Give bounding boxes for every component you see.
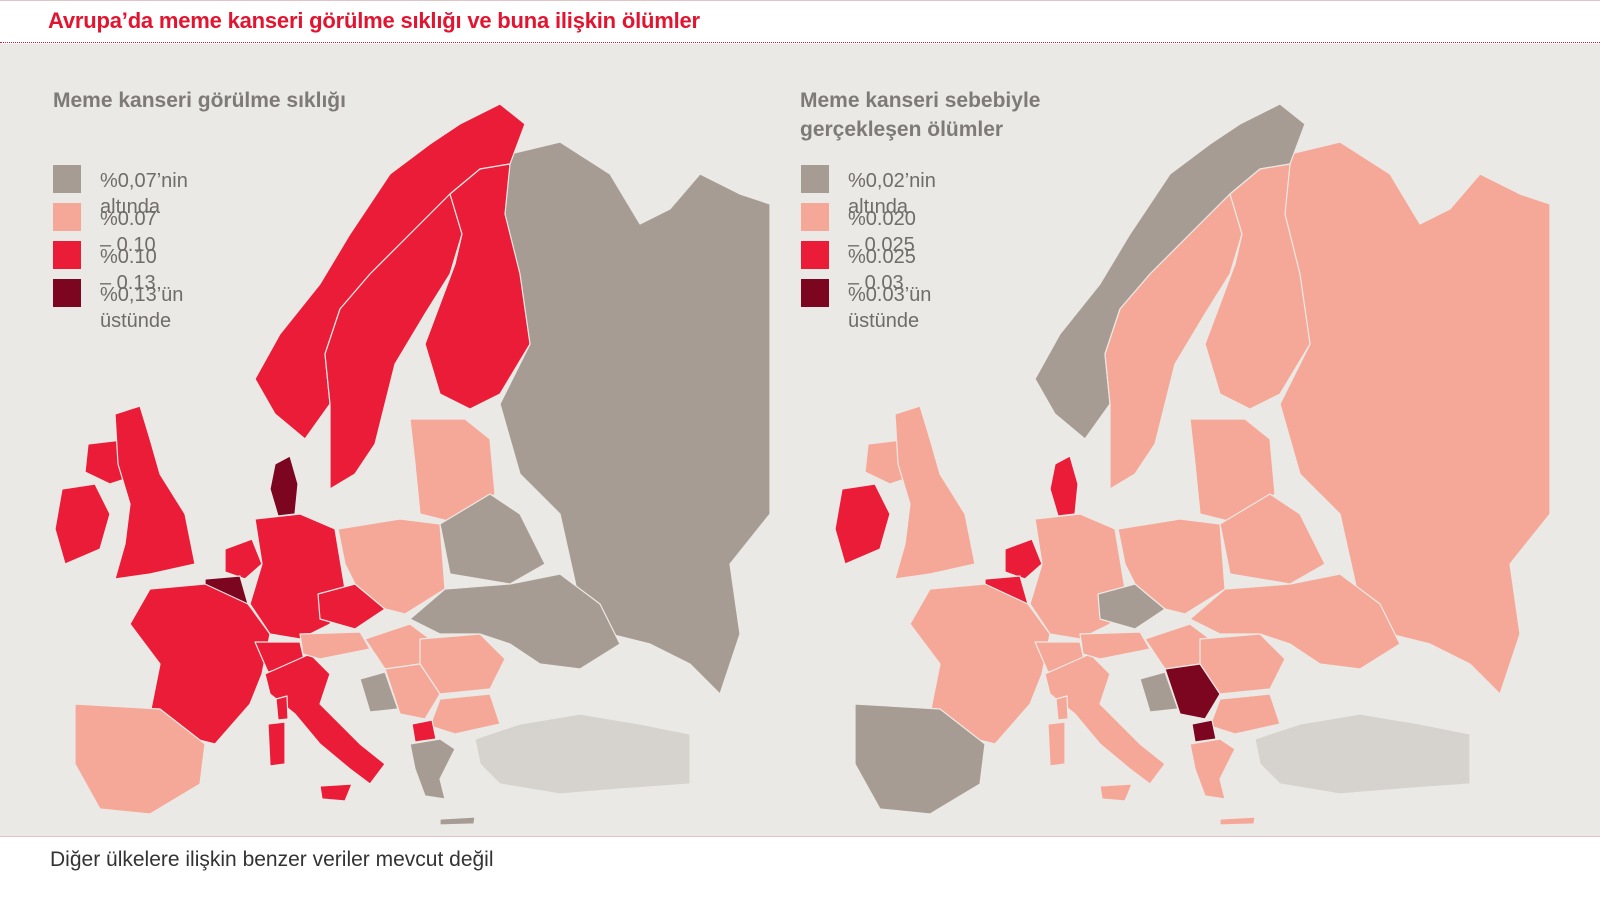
netherlands-region	[224, 538, 263, 580]
sicily-region	[1099, 783, 1133, 802]
legend-label: %0,07’nin altında	[100, 170, 188, 218]
incidence-map	[54, 103, 771, 826]
title-divider	[0, 42, 1600, 43]
uk-region	[894, 405, 976, 580]
belarus-region	[439, 493, 546, 585]
crete-region	[439, 816, 476, 826]
sweden-region	[324, 193, 463, 490]
north-macedonia-region	[411, 719, 437, 743]
legend-label: %0.025 – 0.03	[848, 246, 916, 294]
page-title: Avrupa’da meme kanseri görülme sıklığı v…	[48, 8, 700, 33]
denmark-region	[1049, 455, 1079, 517]
turkey-region	[1254, 713, 1471, 795]
sardinia-region	[1047, 721, 1066, 767]
greece-region	[1189, 738, 1236, 800]
finland-region	[424, 163, 531, 410]
legend-swatch	[53, 279, 81, 307]
finland-region	[1204, 163, 1311, 410]
spain-region	[854, 703, 986, 815]
poland-region	[337, 518, 446, 615]
footnote: Diğer ülkelere ilişkin benzer veriler me…	[50, 848, 494, 871]
crete-region	[1219, 816, 1256, 826]
turkey-region	[474, 713, 691, 795]
legend-label: %0.10 – 0.13	[100, 246, 157, 294]
corsica-region	[1055, 695, 1069, 721]
incidence-heading: Meme kanseri görülme sıklığı	[53, 89, 346, 112]
france-region	[129, 583, 271, 745]
legend-label: %0.020 – 0.025	[848, 208, 916, 256]
legend-swatch	[53, 241, 81, 269]
bosnia-region	[359, 671, 399, 713]
uk-region	[114, 405, 196, 580]
austria-region	[299, 631, 371, 660]
belarus-region	[1219, 493, 1326, 585]
legend-label: %0.07 – 0.10	[100, 208, 157, 256]
sardinia-region	[267, 721, 286, 767]
corsica-region	[275, 695, 289, 721]
greece-region	[409, 738, 456, 800]
legend-label: %0,02’nin altında	[848, 170, 936, 218]
italy-region	[264, 653, 386, 785]
bulgaria-region	[1209, 693, 1281, 735]
legend-swatch	[801, 203, 829, 231]
netherlands-region	[1004, 538, 1043, 580]
france-region	[909, 583, 1051, 745]
north-macedonia-region	[1191, 719, 1217, 743]
austria-region	[1079, 631, 1151, 660]
panel-divider	[0, 836, 1600, 837]
sweden-region	[1104, 193, 1243, 490]
italy-region	[1044, 653, 1166, 785]
legend-swatch	[53, 203, 81, 231]
legend-swatch	[53, 165, 81, 193]
spain-region	[74, 703, 206, 815]
mortality-map	[834, 103, 1551, 826]
legend-label: %0,13’ün üstünde	[100, 284, 184, 332]
maps-panel: Meme kanseri görülme sıklığı %0,07’nin a…	[0, 44, 1600, 836]
bulgaria-region	[429, 693, 501, 735]
denmark-region	[269, 455, 299, 517]
legend-swatch	[801, 165, 829, 193]
mortality-heading: Meme kanseri sebebiyle gerçekleşen ölüml…	[800, 89, 1041, 141]
russia-region	[499, 141, 771, 695]
russia-region	[1279, 141, 1551, 695]
legend-label: %0.03’ün üstünde	[848, 284, 932, 332]
legend-swatch	[801, 241, 829, 269]
ukraine-region	[1189, 573, 1401, 670]
sicily-region	[319, 783, 353, 802]
ireland-region	[54, 483, 111, 565]
legend-swatch	[801, 279, 829, 307]
bosnia-region	[1139, 671, 1179, 713]
ireland-region	[834, 483, 891, 565]
ukraine-region	[409, 573, 621, 670]
top-rule	[0, 0, 1600, 1]
poland-region	[1117, 518, 1226, 615]
